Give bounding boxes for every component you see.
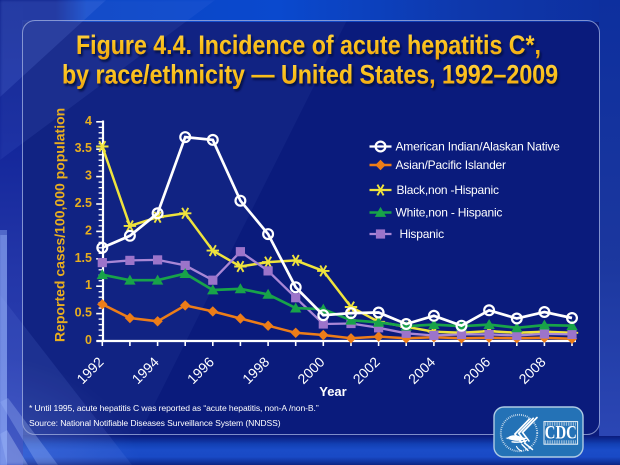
svg-text:0.5: 0.5 [75, 306, 92, 320]
svg-text:Black,non -Hispanic: Black,non -Hispanic [397, 183, 499, 197]
svg-text:2008: 2008 [515, 354, 548, 387]
svg-text:2000: 2000 [294, 354, 327, 387]
svg-text:American Indian/Alaskan Native: American Indian/Alaskan Native [396, 140, 561, 154]
svg-text:2: 2 [85, 223, 92, 237]
svg-text:Source: National Notifiable Di: Source: National Notifiable Diseases Sur… [29, 418, 281, 428]
svg-text:1.5: 1.5 [75, 251, 92, 265]
svg-text:Figure 4.4. Incidence of acute: Figure 4.4. Incidence of acute hepatitis… [76, 30, 541, 60]
svg-text:CDC: CDC [545, 424, 577, 444]
svg-text:* Until 1995, acute hepatitis: * Until 1995, acute hepatitis C was repo… [29, 403, 319, 413]
svg-text:1994: 1994 [129, 354, 162, 387]
svg-text:by race/ethnicity — United Sta: by race/ethnicity — United States, 1992–… [62, 60, 558, 90]
svg-text:0: 0 [85, 333, 92, 347]
svg-text:2.5: 2.5 [75, 196, 92, 210]
svg-text:Reported cases/100,000 populat: Reported cases/100,000 population [52, 108, 68, 342]
svg-text:Asian/Pacific Islander: Asian/Pacific Islander [396, 158, 507, 172]
svg-text:1: 1 [85, 278, 92, 292]
svg-text:1996: 1996 [184, 354, 217, 387]
svg-text:4: 4 [85, 114, 92, 128]
svg-text:2002: 2002 [350, 354, 383, 387]
svg-text:Hispanic: Hispanic [400, 227, 445, 241]
svg-text:White,non - Hispanic: White,non - Hispanic [396, 206, 503, 220]
svg-text:2006: 2006 [460, 354, 493, 387]
svg-text:1992: 1992 [73, 354, 106, 387]
svg-text:2004: 2004 [405, 354, 438, 387]
svg-text:3: 3 [85, 169, 92, 183]
svg-text:1998: 1998 [239, 354, 272, 387]
svg-text:3.5: 3.5 [75, 141, 92, 155]
svg-text:Year: Year [319, 384, 346, 399]
